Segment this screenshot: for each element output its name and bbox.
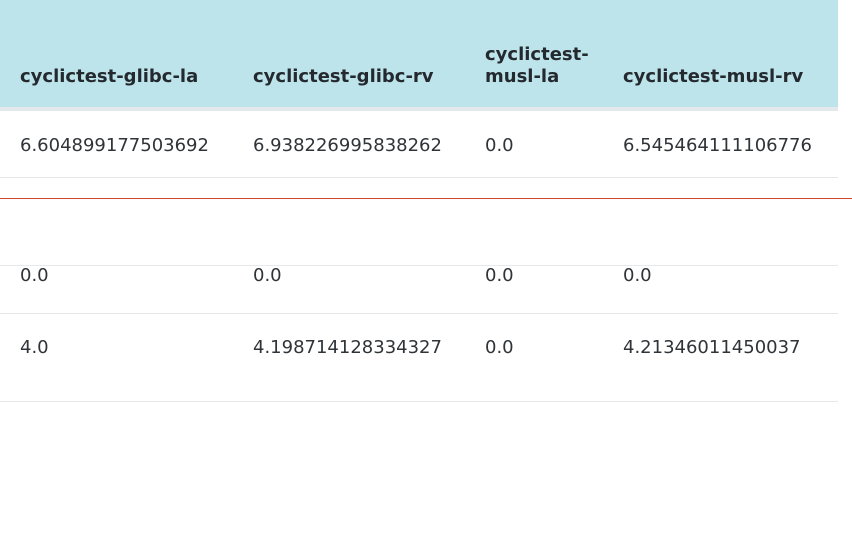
column-header-glibc-la: cyclictest-glibc-la: [0, 0, 233, 111]
table-row: 0.0 0.0 0.0 0.0: [0, 176, 838, 313]
row-divider: [0, 265, 838, 266]
header-row: cyclictest-glibc-la cyclictest-glibc-rv …: [0, 0, 838, 111]
table-cell: 4.198714128334327: [233, 312, 465, 449]
row-highlight-rule: [0, 198, 852, 199]
table-header: cyclictest-glibc-la cyclictest-glibc-rv …: [0, 0, 838, 111]
table-cell: 0.0: [465, 176, 603, 313]
table-row: 4.0 4.198714128334327 0.0 4.213460114500…: [0, 312, 838, 449]
table-cell: 4.0: [0, 312, 233, 449]
table-cell: 6.545464111106776: [623, 135, 812, 156]
table-cell: 4.21346011450037: [603, 312, 838, 449]
column-header-musl-la: cyclictest-musl-la: [465, 0, 603, 111]
table-cell: 0.0: [485, 135, 514, 156]
table-cell: 0.0: [0, 176, 233, 313]
column-header-musl-rv: cyclictest-musl-rv: [603, 0, 838, 111]
results-table-container: cyclictest-glibc-la cyclictest-glibc-rv …: [0, 0, 838, 449]
table-cell: 0.0: [603, 176, 838, 313]
table-cell: 0.0: [465, 312, 603, 449]
table-cell: 6.604899177503692: [20, 135, 209, 156]
table-cell: 0.0: [233, 176, 465, 313]
column-header-glibc-rv: cyclictest-glibc-rv: [233, 0, 465, 111]
table-cell: 6.938226995838262: [253, 135, 442, 156]
results-table: cyclictest-glibc-la cyclictest-glibc-rv …: [0, 0, 838, 449]
row-divider: [0, 401, 838, 402]
table-row: 6.604899177503692 6.938226995838262 0.0 …: [0, 109, 838, 177]
table-body: 6.604899177503692 6.938226995838262 0.0 …: [0, 109, 838, 449]
